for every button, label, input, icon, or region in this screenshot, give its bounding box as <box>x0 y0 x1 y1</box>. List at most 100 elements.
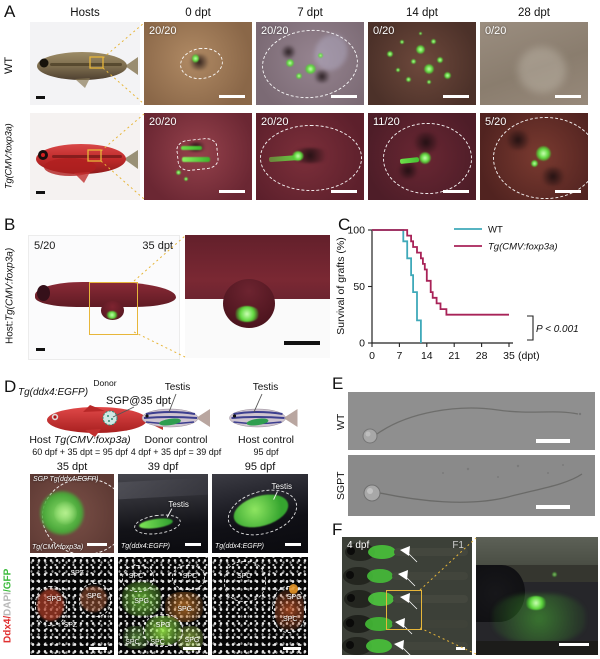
confocal-sgpt-section: SPZ SPG SPC SPZ <box>30 557 114 655</box>
sgp-bottom-label: Tg(CMV:foxp3a) <box>32 544 84 551</box>
scale-bar <box>443 95 469 98</box>
sgp-top-label: SGP Tg(ddx4:EGFP) <box>33 476 99 483</box>
row-label-wt: WT <box>3 56 15 74</box>
legend-label-0: WT <box>488 225 503 236</box>
gfp-signal <box>430 38 436 44</box>
gfp-signal <box>400 40 405 45</box>
scale-bar <box>36 96 45 99</box>
caption-host-age: 60 dpf + 35 dpt = 95 dpf <box>32 447 128 458</box>
testis-annotation: Testis <box>168 500 189 510</box>
gfp-signal <box>304 63 316 74</box>
gfp-signal <box>180 146 203 151</box>
gfp-cell-cluster <box>123 625 149 650</box>
graft-outline <box>260 125 362 191</box>
scale-bar <box>36 348 45 351</box>
cell-label: SPG <box>177 606 193 613</box>
stain-dapi: DAPI <box>2 592 14 617</box>
larva <box>342 637 468 655</box>
y-tick-label: 0 <box>359 338 365 350</box>
cell-label: SPC <box>283 615 298 623</box>
gfp-signal <box>234 306 261 323</box>
chart-series-0 <box>372 229 422 343</box>
photo-host-whole-fish-35dpt: 5/20 35 dpt <box>28 235 180 360</box>
scale-bar <box>89 647 107 650</box>
scale-bar <box>331 95 357 98</box>
photo-host-tg-foxp3a <box>30 113 140 200</box>
scale-bar <box>283 647 301 650</box>
chart-series-1 <box>372 229 509 316</box>
y-tick-label: 50 <box>353 281 365 293</box>
micrograph-wt-0dpt: 20/20 <box>144 22 252 105</box>
graft-count: 20/20 <box>261 25 289 37</box>
graft-count: 11/20 <box>373 116 400 128</box>
stain-legend: Ddx4/DAPI/GFP <box>0 557 16 655</box>
gfp-signal <box>424 63 435 74</box>
zoom-box <box>89 281 138 336</box>
region-outline <box>35 586 68 626</box>
gfp-sgp-core <box>53 500 78 525</box>
caption-host-control: Host control 95 dpf <box>228 434 304 458</box>
cell-label: SPC <box>182 572 198 580</box>
scale-bar <box>87 543 107 546</box>
x-tick-label: 7 <box>396 350 402 362</box>
gfp-signal <box>317 52 323 58</box>
gfp-signal <box>396 67 401 72</box>
graft-count: 20/20 <box>149 116 177 128</box>
testis-annotation: Testis <box>271 481 292 491</box>
confocal-donor-section: SPC SPC SPG SPG SPG SPC SPC SPG <box>118 557 208 655</box>
scale-bar <box>555 190 581 193</box>
timepoint-label: 35 dpt <box>142 240 173 252</box>
gfp-signal <box>418 152 431 165</box>
f1-larvae-illustration <box>342 543 468 655</box>
scale-bar <box>284 341 320 345</box>
adjacent-fish-body <box>476 537 598 566</box>
fish-body-shade <box>118 477 208 501</box>
caption-hostctl-age: 95 dpf <box>253 447 279 458</box>
graft-outline <box>492 117 588 200</box>
region-outline <box>78 583 111 617</box>
photo-f1-larva-zoom <box>476 537 598 655</box>
gfp-signal <box>105 311 118 320</box>
x-tick-label: 35 <box>503 350 515 362</box>
host-label-prefix: Host: <box>4 320 16 345</box>
cell-label: SPG <box>286 594 302 602</box>
tissue-smudge <box>503 130 532 150</box>
age-label: 4 dpf <box>347 540 370 551</box>
cell-label: SPG <box>46 596 62 604</box>
larva <box>343 567 468 587</box>
micrograph-wt-28dpt: 0/20 <box>480 22 588 105</box>
scale-bar <box>219 95 245 98</box>
micrograph-tg-28dpt: 5/20 <box>480 113 588 200</box>
caption-donor-age: 4 dpf + 35 dpf = 39 dpf <box>130 447 222 458</box>
gfp-signal <box>291 151 304 162</box>
panel-e-letter: E <box>332 374 344 393</box>
tissue-smudge <box>279 45 298 59</box>
d-col-header-35dpt: 35 dpt <box>56 461 88 473</box>
x-tick-label: 14 <box>421 350 433 362</box>
graft-count: 20/20 <box>149 25 177 37</box>
y-axis-label: Survival of grafts (%) <box>335 237 347 334</box>
gfp-signal <box>295 73 302 80</box>
x-tick-label: 21 <box>448 350 460 362</box>
tissue-smudge <box>411 132 442 153</box>
gfp-signal <box>418 31 422 35</box>
p-value-annotation: P < 0.001 <box>536 324 579 335</box>
col-header-0dpt: 0 dpt <box>185 7 211 19</box>
region-outline <box>121 564 155 593</box>
scale-bar <box>219 190 245 193</box>
caption-host-prefix: Host <box>29 434 54 446</box>
row-label-tg-foxp3a: Tg(CMV:foxp3a) <box>3 123 15 189</box>
cell-label: SPZ <box>63 621 78 629</box>
larva <box>344 590 468 610</box>
stain-ddx4: Ddx4/ <box>2 616 14 644</box>
gfp-signal <box>191 54 199 64</box>
cell-label: SPC <box>87 593 102 601</box>
micrograph-donor-testis-39dpf: Testis Tg(ddx4:EGFP) <box>118 474 208 553</box>
scale-bar <box>331 190 357 193</box>
gfp-signal <box>427 80 432 85</box>
scale-bar <box>183 647 201 650</box>
region-outline <box>143 613 183 648</box>
strain-label: Tg(ddx4:EGFP) <box>121 543 171 550</box>
cell-label: SPG <box>184 637 200 645</box>
tissue-smudge <box>312 70 332 84</box>
